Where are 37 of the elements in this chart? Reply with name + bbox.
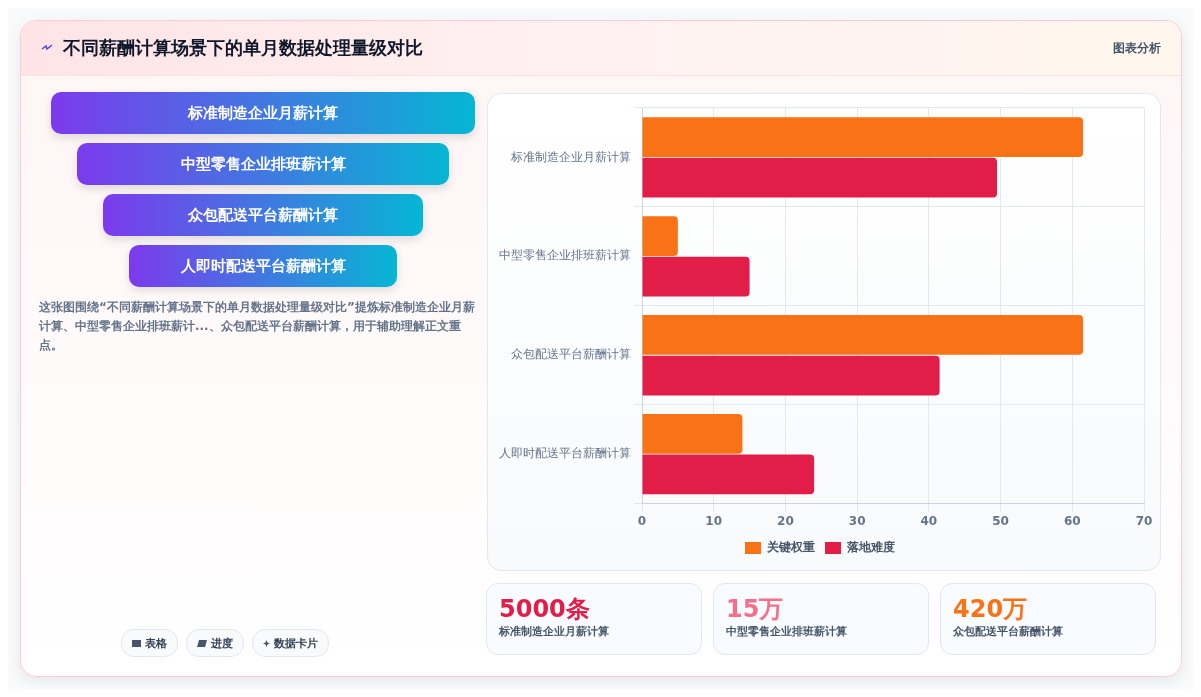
text: 标准制造企业月薪计算 (51, 92, 475, 134)
text: 5000条 (499, 594, 591, 624)
y-tick-label: 中型零售企业排班薪计算 (499, 248, 631, 263)
text: 420万 (953, 594, 1029, 624)
text: 15万 (726, 594, 785, 624)
bar (642, 256, 750, 297)
legend-label: 落地难度 (846, 540, 895, 555)
bar (642, 414, 743, 454)
text: 表格 (145, 635, 167, 651)
x-tick-label: 40 (920, 513, 938, 528)
text: 这张图围绕“不同薪酬计算场景下的单月数据处理量级对比”提炼标准制造企业月薪计算、中型零售企业排班薪计...、众包配送平台薪酬计算，用于辅助理解正文重点。 (39, 299, 476, 354)
text: 进度 (211, 635, 233, 651)
x-tick-label: 70 (1135, 513, 1153, 528)
text: 数据卡片 (274, 635, 318, 651)
text: 中型零售企业排班薪计算 (77, 143, 449, 185)
text: 人即时配送平台薪酬计算 (129, 245, 397, 287)
text: 不同薪酬计算场景下的单月数据处理量级对比 (63, 36, 423, 60)
bar (642, 117, 1084, 158)
x-tick-label: 50 (992, 513, 1009, 528)
x-tick-label: 20 (777, 513, 794, 528)
y-tick-label: 人即时配送平台薪酬计算 (499, 446, 631, 461)
bar (642, 355, 940, 396)
bar (642, 315, 1084, 355)
bar (642, 157, 997, 198)
x-tick-label: 60 (1063, 513, 1081, 528)
x-tick-label: 30 (848, 513, 866, 528)
legend-label: 关键权重 (766, 540, 815, 555)
chart-subtitle: 图表分析 (1113, 39, 1161, 57)
bar (642, 216, 678, 256)
text: 众包配送平台薪酬计算 (103, 194, 423, 236)
text: 中型零售企业排班薪计算 (726, 624, 848, 639)
y-tick-label: 标准制造企业月薪计算 (510, 149, 631, 164)
x-tick-label: 0 (637, 513, 647, 528)
text: 众包配送平台薪酬计算 (953, 624, 1064, 639)
y-tick-label: 众包配送平台薪酬计算 (511, 347, 631, 362)
bar (642, 454, 815, 495)
x-tick-label: 10 (705, 513, 723, 528)
